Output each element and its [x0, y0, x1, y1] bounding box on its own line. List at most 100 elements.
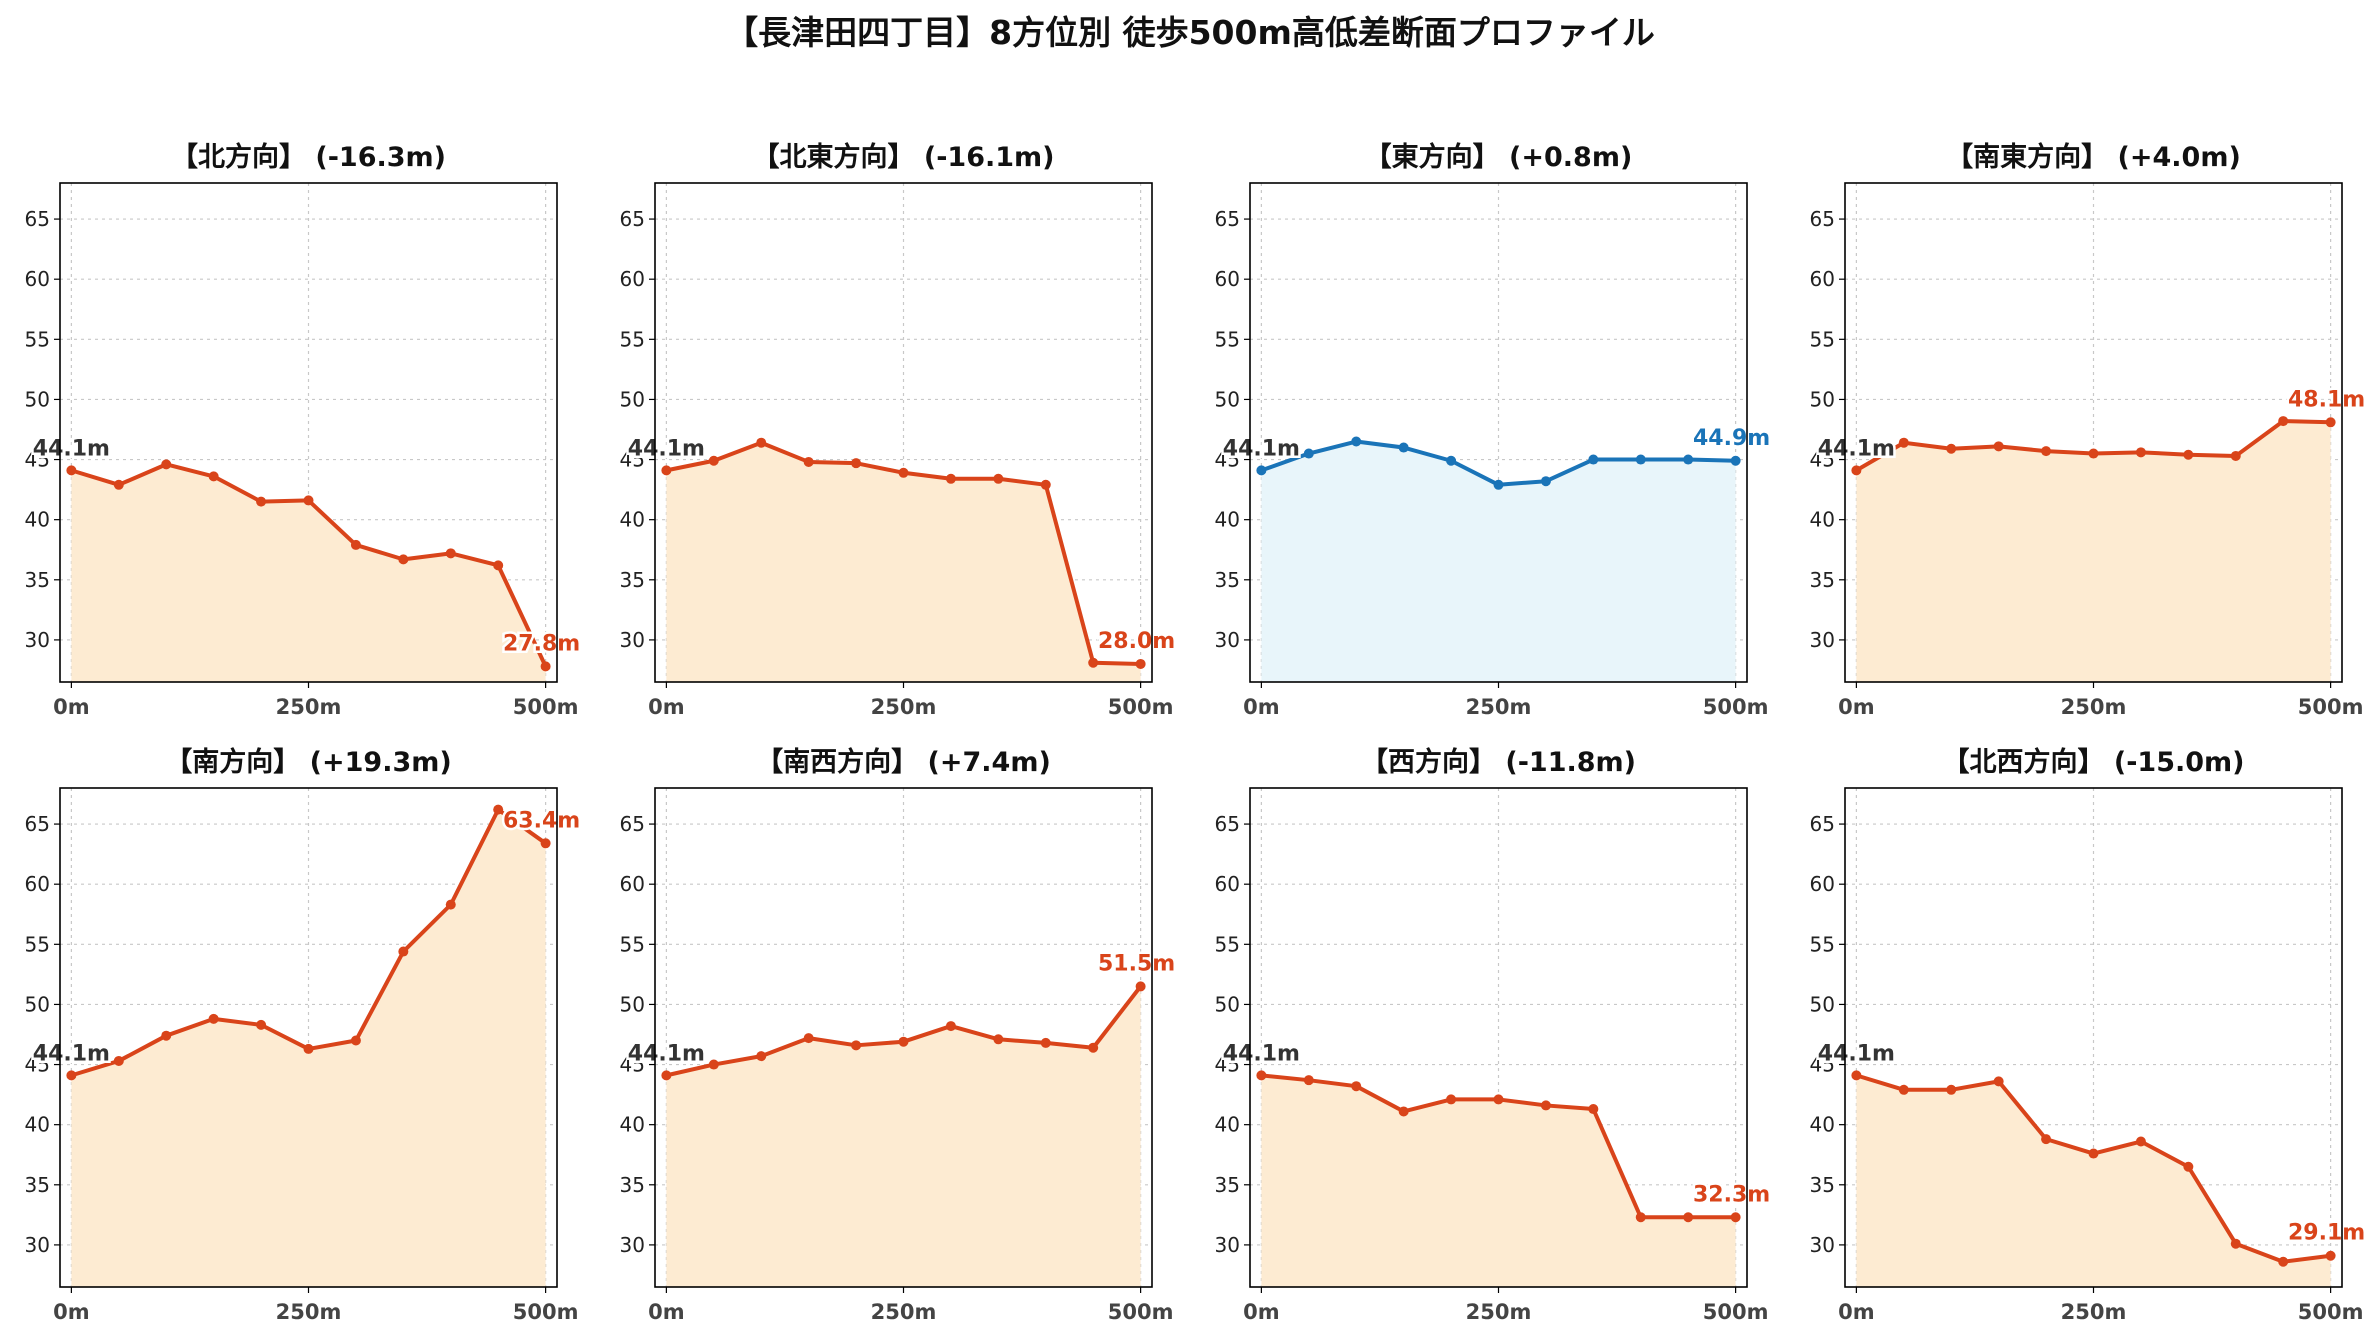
y-tick-label: 35: [1810, 568, 1835, 592]
elevation-point: [1351, 436, 1362, 447]
end-elevation-label: 27.8m: [503, 631, 580, 656]
elevation-point: [66, 1070, 77, 1081]
elevation-point: [803, 456, 814, 467]
elevation-point: [803, 1033, 814, 1044]
y-tick-label: 35: [25, 568, 50, 592]
x-tick-label: 250m: [276, 695, 342, 719]
elevation-point: [398, 946, 409, 957]
x-tick-label: 0m: [1838, 1300, 1875, 1324]
elevation-point: [303, 495, 314, 506]
elevation-point: [256, 496, 267, 507]
elevation-point: [2230, 450, 2241, 461]
y-tick-label: 45: [25, 1053, 50, 1077]
plot-frame: [1249, 182, 1748, 683]
elevation-point: [1303, 1075, 1314, 1086]
elevation-point: [898, 1036, 909, 1047]
y-tick-label: 55: [25, 327, 50, 351]
x-tick-label: 500m: [2298, 1300, 2364, 1324]
elevation-point: [1635, 1212, 1646, 1223]
start-elevation-label: 44.1m: [628, 1041, 705, 1066]
y-tick-label: 30: [620, 628, 645, 652]
elevation-point: [540, 661, 551, 672]
y-tick-label: 40: [1810, 1113, 1835, 1137]
y-tick-label: 65: [1215, 812, 1240, 836]
x-tick-label: 0m: [1838, 695, 1875, 719]
y-tick-label: 60: [1810, 267, 1835, 291]
y-tick-label: 30: [25, 1233, 50, 1257]
elevation-area: [71, 464, 546, 682]
y-tick-label: 45: [1215, 1053, 1240, 1077]
y-tick-label: 35: [1215, 1173, 1240, 1197]
elevation-point: [756, 437, 767, 448]
elevation-point: [1898, 437, 1909, 448]
elevation-point: [113, 1055, 124, 1066]
y-tick-label: 55: [620, 932, 645, 956]
panel-title: 【南方向】 (+19.3m): [165, 746, 451, 778]
plot-frame: [654, 787, 1153, 1288]
y-tick-label: 65: [1810, 812, 1835, 836]
start-elevation-label: 44.1m: [1223, 1041, 1300, 1066]
x-tick-label: 0m: [1243, 695, 1280, 719]
elevation-point: [1730, 1212, 1741, 1223]
x-tick-label: 250m: [2061, 695, 2127, 719]
elevation-point: [303, 1043, 314, 1054]
y-tick-label: 60: [1215, 872, 1240, 896]
y-tick-label: 45: [620, 1053, 645, 1077]
elevation-point: [445, 899, 456, 910]
elevation-point: [540, 838, 551, 849]
elevation-point: [851, 1040, 862, 1051]
plot-frame: [59, 182, 558, 683]
elevation-point: [2278, 416, 2289, 427]
y-tick-label: 65: [25, 812, 50, 836]
end-elevation-label: 32.3m: [1693, 1182, 1770, 1207]
elevation-point: [2135, 1136, 2146, 1147]
y-tick-label: 55: [1215, 327, 1240, 351]
elevation-point: [350, 539, 361, 550]
y-tick-label: 30: [25, 628, 50, 652]
y-tick-label: 60: [1215, 267, 1240, 291]
elevation-point: [945, 1021, 956, 1032]
y-tick-label: 40: [1215, 1113, 1240, 1137]
elevation-point: [1446, 1094, 1457, 1105]
x-tick-label: 500m: [1108, 1300, 1174, 1324]
y-tick-label: 30: [1215, 628, 1240, 652]
x-tick-label: 250m: [276, 1300, 342, 1324]
elevation-point: [1993, 1076, 2004, 1087]
elevation-point: [493, 560, 504, 571]
x-tick-label: 500m: [513, 695, 579, 719]
elevation-point: [661, 1070, 672, 1081]
plot-frame: [654, 182, 1153, 683]
elevation-point: [2325, 1250, 2336, 1261]
y-tick-label: 55: [620, 327, 645, 351]
y-tick-label: 50: [1810, 992, 1835, 1016]
y-tick-label: 50: [1215, 387, 1240, 411]
elevation-point: [208, 471, 219, 482]
elevation-point: [756, 1051, 767, 1062]
elevation-point: [2088, 1148, 2099, 1159]
x-tick-label: 0m: [53, 1300, 90, 1324]
end-elevation-label: 44.9m: [1693, 426, 1770, 451]
y-tick-label: 55: [25, 932, 50, 956]
elevation-point: [1398, 442, 1409, 453]
y-tick-label: 65: [620, 207, 645, 231]
elevation-point: [1088, 657, 1099, 668]
elevation-point: [1351, 1081, 1362, 1092]
elevation-point: [1256, 465, 1267, 476]
elevation-point: [2041, 446, 2052, 457]
start-elevation-label: 44.1m: [33, 1041, 110, 1066]
panel-title: 【南西方向】 (+7.4m): [756, 746, 1051, 778]
elevation-area: [1261, 1075, 1736, 1287]
chart-panel-7: 【西方向】 (-11.8m) 30 35 40 45 50 55 60 65 0m 250m 500m…: [1215, 746, 1773, 1324]
panel-title: 【東方向】 (+0.8m): [1365, 141, 1633, 173]
chart-panel-1: 【北方向】 (-16.3m) 30 35 40 45 50 55 60 65 0m 250m 500m…: [25, 141, 583, 719]
elevation-point: [1135, 981, 1146, 992]
y-tick-label: 40: [25, 508, 50, 532]
x-tick-label: 250m: [871, 1300, 937, 1324]
elevation-point: [898, 467, 909, 478]
elevation-point: [208, 1013, 219, 1024]
elevation-point: [1446, 455, 1457, 466]
y-tick-label: 60: [25, 267, 50, 291]
elevation-point: [1683, 454, 1694, 465]
plot-frame: [1844, 787, 2343, 1288]
